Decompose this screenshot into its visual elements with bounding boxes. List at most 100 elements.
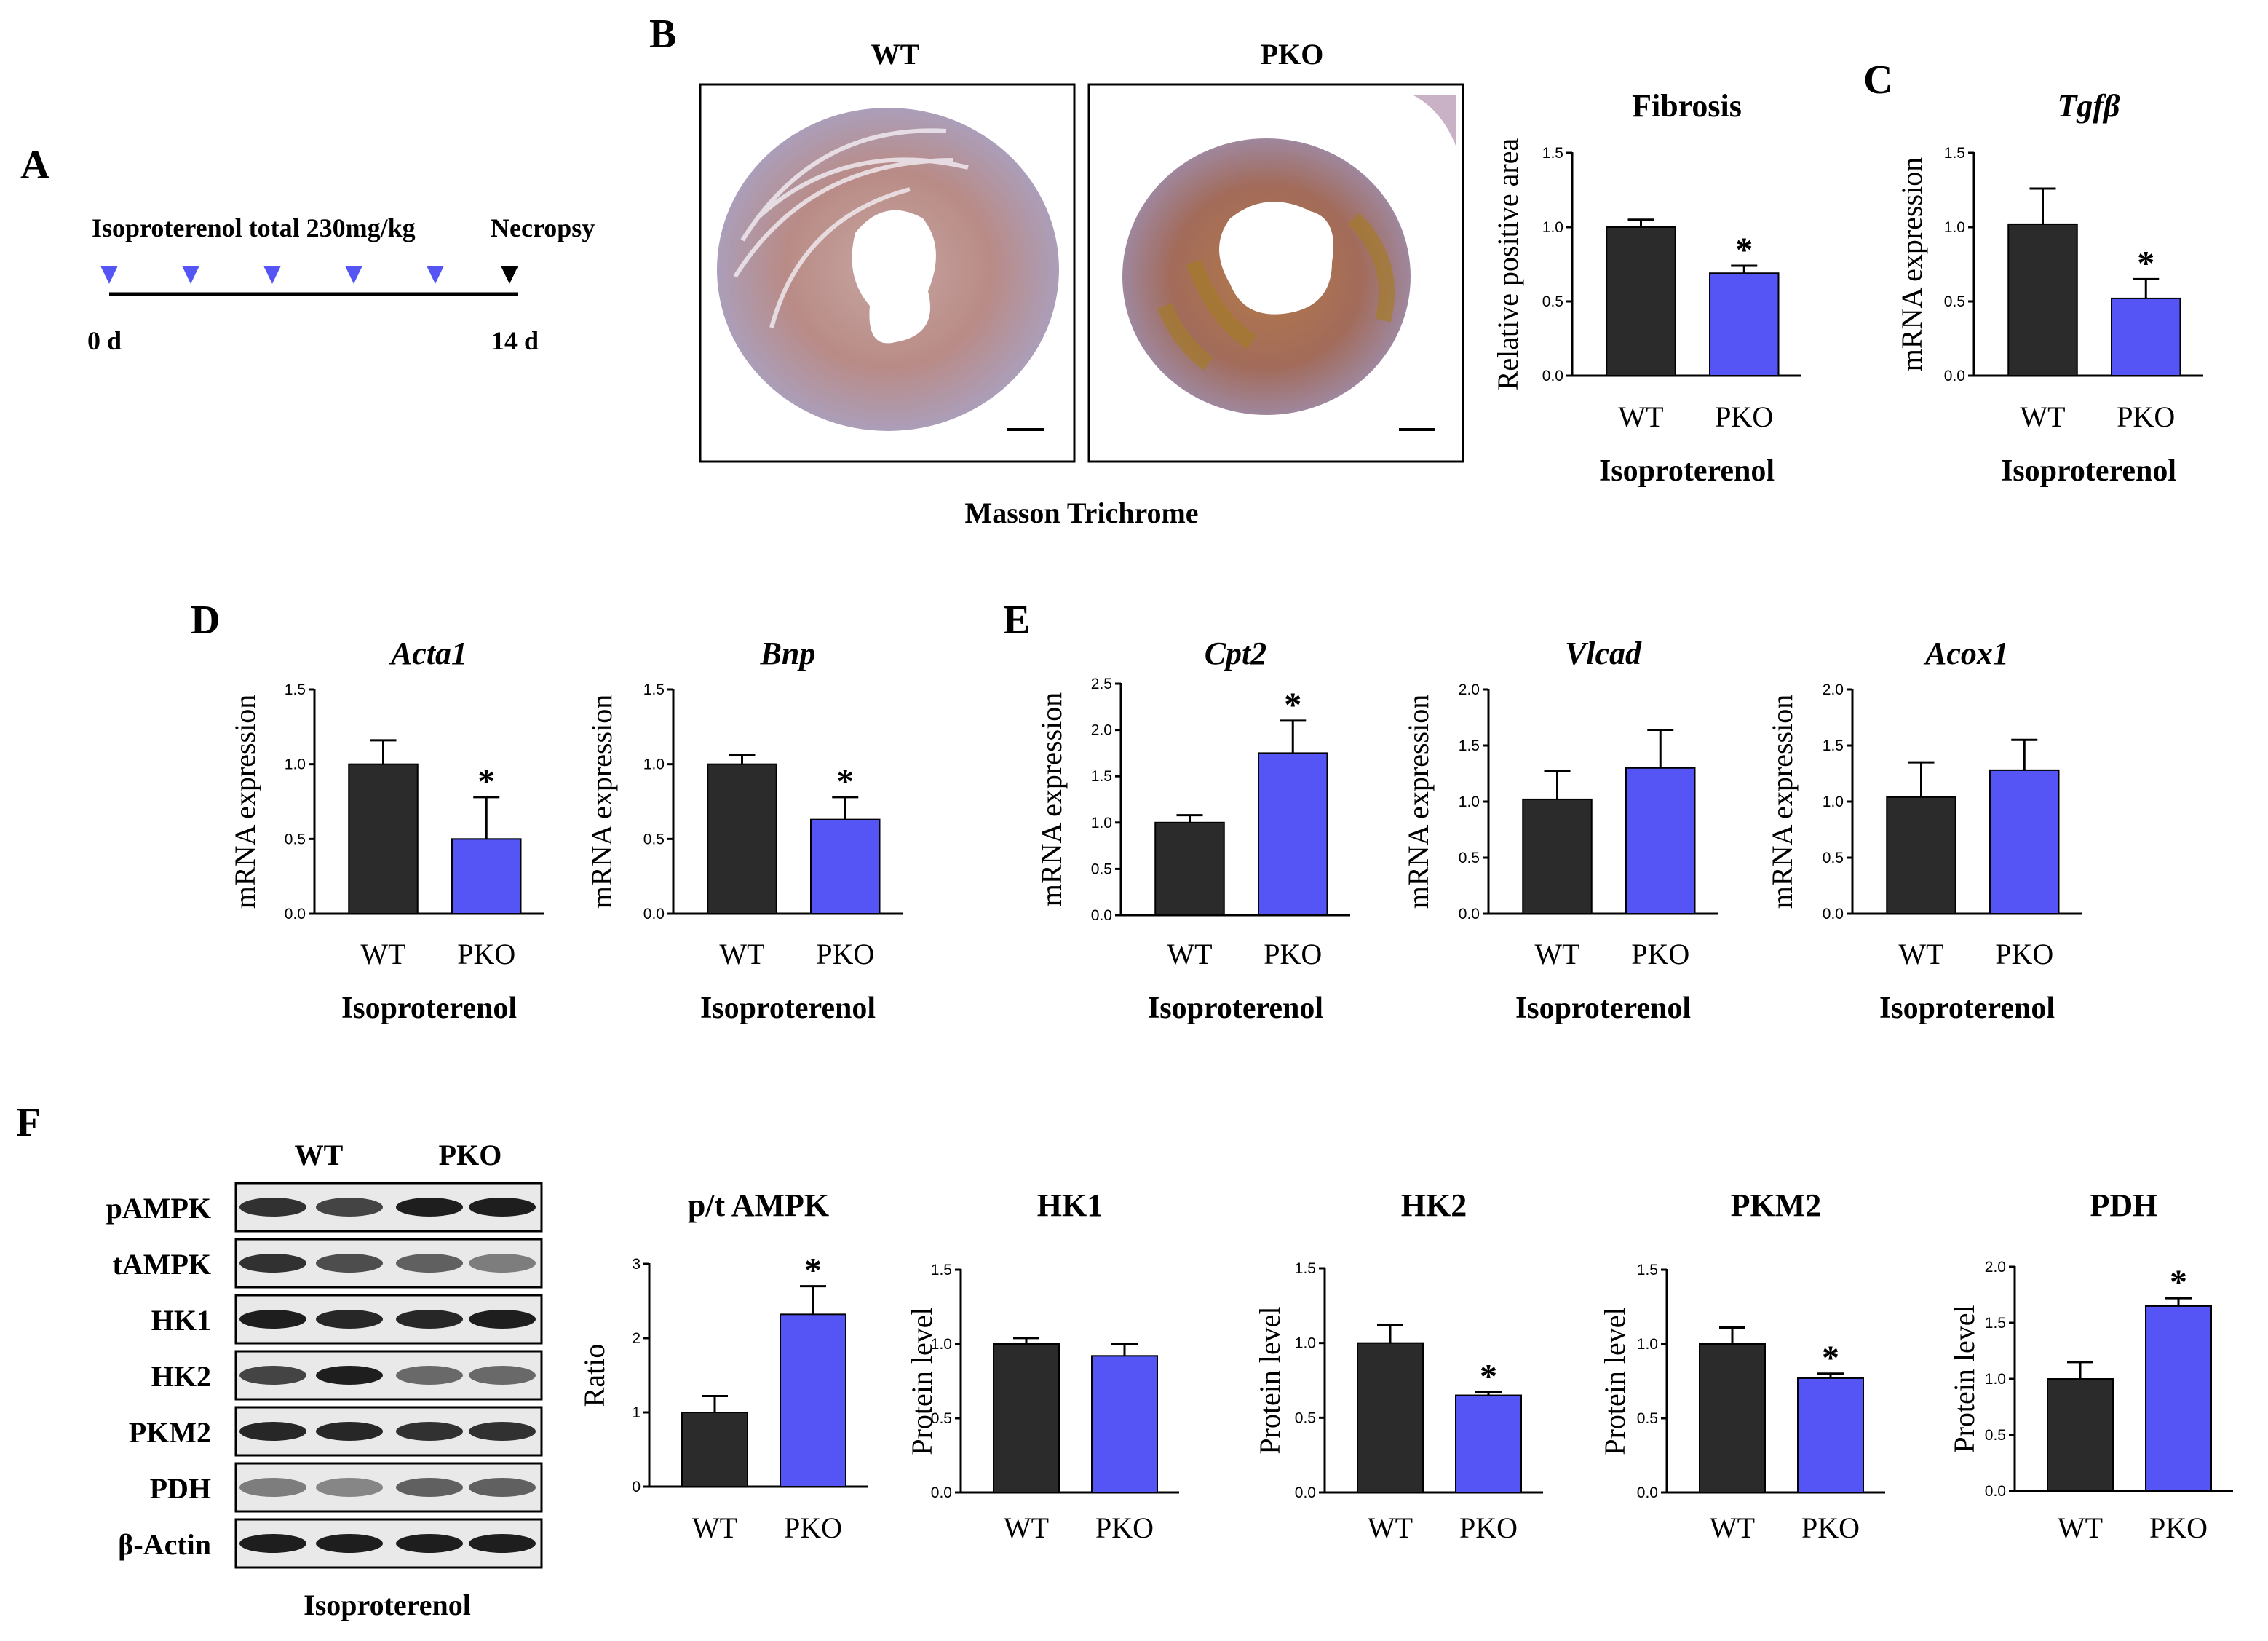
blot-band (239, 1366, 306, 1385)
chart-title: Bnp (760, 636, 816, 671)
chart-vlcad: Vlcad 0.0 0.5 1.0 1.5 2.0 mRNA expression WT PKO… (1402, 636, 1718, 1025)
y-tick-label: 0.0 (1985, 1483, 2006, 1500)
y-tick-label: 1.5 (1823, 738, 1844, 754)
y-tick-label: 1.0 (1985, 1371, 2006, 1388)
blot-band (316, 1422, 383, 1441)
y-tick-label: 1.0 (1542, 219, 1563, 236)
y-tick-label: 1.0 (643, 756, 665, 773)
blot-row-label: pAMPK (106, 1192, 211, 1225)
blot-band (316, 1254, 383, 1273)
histology-pko-image (1087, 83, 1464, 463)
x-axis-label: Isoproterenol (2001, 454, 2176, 488)
timeline-drug-text: Isoproterenol total 230mg/kg (92, 213, 416, 242)
chart-tgfb: Tgfβ 0.0 0.5 1.0 1.5 mRNA expression WT PKO * Iso… (1895, 88, 2203, 488)
x-axis-label: Isoproterenol (1599, 454, 1775, 488)
y-axis-label: mRNA expression (1035, 692, 1068, 906)
x-category-label: WT (2020, 400, 2065, 433)
y-axis-label: mRNA expression (229, 695, 261, 909)
y-tick-label: 1.5 (1637, 1262, 1658, 1278)
x-axis-label: Isoproterenol (1515, 992, 1691, 1025)
blot-group-wt: WT (295, 1139, 344, 1171)
bar-wt (1357, 1342, 1424, 1493)
y-tick-label: 1.0 (1637, 1336, 1658, 1353)
x-category-label: PKO (1459, 1511, 1518, 1544)
blot-rows: pAMPK tAMPK HK1 HK2 PKM2 PDH β-Actin (106, 1182, 543, 1569)
y-tick-label: 2 (632, 1330, 641, 1347)
blot-band (316, 1366, 383, 1385)
blot-row-label: PDH (150, 1472, 211, 1505)
blot-band (316, 1310, 383, 1329)
chart-acox1: Acox1 0.0 0.5 1.0 1.5 2.0 mRNA expression WT PKO… (1766, 636, 2082, 1025)
y-axis-label: Protein level (1598, 1307, 1631, 1455)
y-tick-label: 0.0 (643, 906, 665, 922)
blot-band (239, 1254, 306, 1273)
histology-wt-title: WT (871, 38, 920, 71)
panel-label-c: C (1863, 58, 1892, 103)
bar-pko (1625, 767, 1696, 915)
bar-wt (681, 1412, 748, 1487)
blot-band (396, 1310, 463, 1329)
blot-row-pdh: PDH (150, 1462, 543, 1513)
y-tick-label: 1 (632, 1404, 641, 1421)
chart-hk2: HK2 0.0 0.5 1.0 1.5 Protein level WT PKO * (1253, 1187, 1543, 1544)
bar-pko (810, 818, 881, 915)
bar-wt (1522, 798, 1593, 915)
blot-band (316, 1478, 383, 1497)
y-tick-label: 2.5 (1091, 676, 1112, 692)
y-tick-label: 1.0 (1459, 794, 1480, 810)
x-category-label: WT (1368, 1511, 1413, 1544)
chart-title: PDH (2090, 1187, 2158, 1223)
significance-star: * (1284, 686, 1301, 724)
blot-band (469, 1198, 536, 1217)
significance-star: * (836, 762, 854, 801)
bar-wt (993, 1343, 1060, 1493)
y-axis-label: Protein level (905, 1307, 938, 1455)
y-tick-label: 0.0 (931, 1484, 952, 1501)
blot-band (469, 1534, 536, 1553)
x-category-label: PKO (1095, 1511, 1154, 1544)
x-category-label: PKO (2149, 1511, 2208, 1544)
blot-band (316, 1534, 383, 1553)
injection-marker (182, 266, 199, 284)
significance-star: * (804, 1251, 822, 1290)
blot-band (396, 1254, 463, 1273)
bar-pko (1797, 1377, 1864, 1494)
y-tick-label: 2.0 (1985, 1259, 2006, 1276)
x-category-label: WT (1004, 1511, 1049, 1544)
chart-fibrosis: Fibrosis 0.0 0.5 1.0 1.5 Relative positive ar… (1491, 88, 1801, 488)
y-tick-label: 0.5 (643, 831, 665, 847)
injection-marker (263, 266, 281, 284)
significance-star: * (477, 762, 495, 801)
chart-title: Fibrosis (1632, 88, 1742, 124)
significance-star: * (1480, 1357, 1497, 1396)
y-tick-label: 1.0 (931, 1336, 952, 1353)
bar-wt (1699, 1343, 1766, 1493)
y-tick-label: 1.5 (1944, 145, 1965, 162)
bar-pko (451, 838, 522, 915)
y-tick-label: 3 (632, 1256, 641, 1273)
chart-title: Acta1 (389, 636, 467, 671)
bar-wt (1606, 226, 1676, 376)
bar-pko (1091, 1355, 1158, 1493)
y-tick-label: 1.5 (1295, 1260, 1316, 1277)
y-tick-label: 0.5 (1944, 293, 1965, 310)
y-tick-label: 0 (632, 1479, 641, 1495)
chart-title: Tgfβ (2057, 88, 2120, 124)
y-axis-label: mRNA expression (1895, 157, 1928, 371)
panel-label-d: D (191, 598, 220, 643)
chart-acta1: Acta1 0.0 0.5 1.0 1.5 mRNA expression WT PKO * Is… (229, 636, 544, 1025)
bar-charts: Fibrosis 0.0 0.5 1.0 1.5 Relative positive ar… (229, 88, 2233, 1544)
chart-pkm2: PKM2 0.0 0.5 1.0 1.5 Protein level WT PKO * (1598, 1187, 1885, 1544)
chart-title: Acox1 (1923, 636, 2009, 671)
timeline: Isoproterenol total 230mg/kg Necropsy 0 … (87, 213, 595, 355)
blot-band (239, 1478, 306, 1497)
injection-marker (427, 266, 444, 284)
bar-pko (780, 1313, 846, 1487)
blot-row-hk1: HK1 (151, 1294, 543, 1345)
bar-pko (1709, 272, 1780, 376)
blot-band (239, 1534, 306, 1553)
x-category-label: WT (692, 1511, 737, 1544)
x-category-label: WT (360, 938, 405, 970)
x-category-label: WT (1710, 1511, 1755, 1544)
